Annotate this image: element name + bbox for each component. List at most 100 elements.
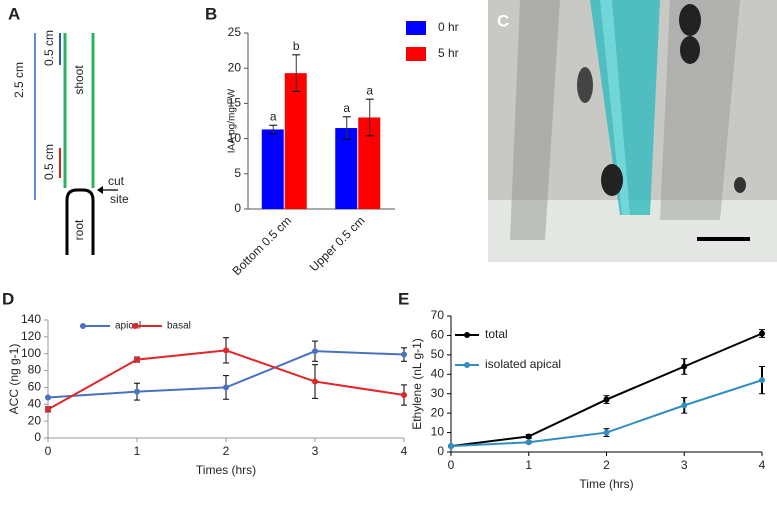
point [603, 429, 610, 436]
point [45, 394, 51, 401]
y-tick-label: 20 [28, 413, 42, 427]
panel-label: D [2, 289, 14, 308]
root-primordium [734, 177, 746, 193]
legend-marker [80, 323, 86, 329]
diagram-text: 0.5 cm [42, 30, 56, 66]
point [525, 433, 532, 440]
x-tick-label: 3 [312, 444, 319, 458]
legend-swatch [406, 21, 426, 35]
point [525, 439, 532, 446]
x-tick-label: 4 [759, 458, 766, 472]
x-tick-label: 4 [401, 444, 408, 458]
bar [358, 117, 381, 209]
y-tick-label: 140 [21, 312, 41, 326]
significance-letter: a [343, 101, 350, 115]
y-axis-label: IAA pg/mg FW [227, 88, 238, 153]
panel-label: E [398, 289, 409, 308]
point [448, 443, 454, 450]
root-outline [65, 188, 95, 255]
y-tick-label: 30 [431, 386, 445, 400]
y-tick-label: 70 [431, 308, 445, 322]
significance-letter: b [293, 39, 300, 53]
y-tick-label: 20 [228, 60, 242, 74]
point [134, 356, 140, 363]
legend-label: 0 hr [438, 20, 459, 34]
root-primordium [680, 36, 700, 64]
y-tick-label: 80 [28, 363, 42, 377]
micrograph: C [488, 0, 777, 262]
legend-marker [132, 323, 138, 329]
y-tick-label: 120 [21, 329, 41, 343]
x-axis-label: Time (hrs) [579, 477, 633, 491]
y-tick-label: 10 [431, 425, 445, 439]
point [401, 392, 407, 399]
point [759, 377, 765, 384]
y-tick-label: 15 [228, 96, 242, 110]
legend-label: total [485, 327, 508, 341]
diagram-text: 2.5 cm [12, 62, 26, 98]
tissue [510, 0, 560, 240]
y-tick-label: 25 [228, 25, 242, 39]
y-tick-label: 40 [28, 396, 42, 410]
point [45, 406, 51, 413]
diagram-text: shoot [72, 65, 86, 95]
y-tick-label: 20 [431, 405, 445, 419]
y-tick-label: 0 [437, 444, 444, 458]
panel-label: C [497, 11, 509, 30]
significance-letter: a [366, 83, 373, 97]
bar [284, 73, 307, 210]
y-axis-label: ACC (ng g-1) [7, 344, 21, 415]
y-tick-label: 5 [234, 166, 241, 180]
legend-label: basal [167, 321, 191, 332]
root-primordium [577, 67, 593, 103]
y-tick-label: 0 [234, 201, 241, 215]
diagram-text: site [110, 192, 129, 206]
point [223, 384, 229, 391]
panel-label: A [8, 4, 20, 23]
root-primordium [601, 164, 623, 196]
y-axis-label: Ethylene (nL g-1) [410, 338, 424, 430]
point [759, 330, 765, 337]
bar [335, 128, 358, 209]
diagram-text: root [72, 219, 86, 240]
root-primordium [679, 4, 701, 36]
point [134, 388, 140, 395]
point [681, 363, 688, 370]
x-tick-label: Bottom 0.5 cm [230, 213, 295, 278]
point [312, 378, 318, 385]
bar [261, 129, 284, 209]
point [603, 396, 610, 403]
point [401, 351, 407, 358]
legend-swatch [406, 47, 426, 61]
legend-marker [464, 332, 470, 338]
x-tick-label: 1 [134, 444, 141, 458]
tissue [660, 0, 740, 220]
legend-label: apical [115, 321, 141, 332]
diagram-text: 0.5 cm [42, 144, 56, 180]
x-tick-label: 2 [223, 444, 230, 458]
legend-label: isolated apical [485, 357, 561, 371]
y-tick-label: 60 [28, 380, 42, 394]
diagram-text: cut [108, 174, 125, 188]
y-tick-label: 50 [431, 347, 445, 361]
point [312, 348, 318, 355]
legend-label: 5 hr [438, 46, 459, 60]
y-tick-label: 0 [34, 430, 41, 444]
significance-letter: a [270, 109, 277, 123]
point [223, 347, 229, 354]
arrow-head [97, 186, 103, 194]
legend-marker [464, 362, 470, 368]
x-tick-label: 1 [525, 458, 532, 472]
x-tick-label: Upper 0.5 cm [307, 213, 368, 274]
y-tick-label: 40 [431, 366, 445, 380]
y-tick-label: 60 [431, 328, 445, 342]
x-tick-label: 3 [681, 458, 688, 472]
diagram: A 2.5 cm 0.5 cm 0.5 cm shoot root cut si… [8, 4, 129, 255]
x-tick-label: 0 [45, 444, 52, 458]
x-tick-label: 0 [448, 458, 455, 472]
y-tick-label: 100 [21, 346, 41, 360]
y-tick-label: 10 [228, 131, 242, 145]
vascular-tissue [600, 0, 630, 215]
panel-label: B [205, 4, 217, 23]
